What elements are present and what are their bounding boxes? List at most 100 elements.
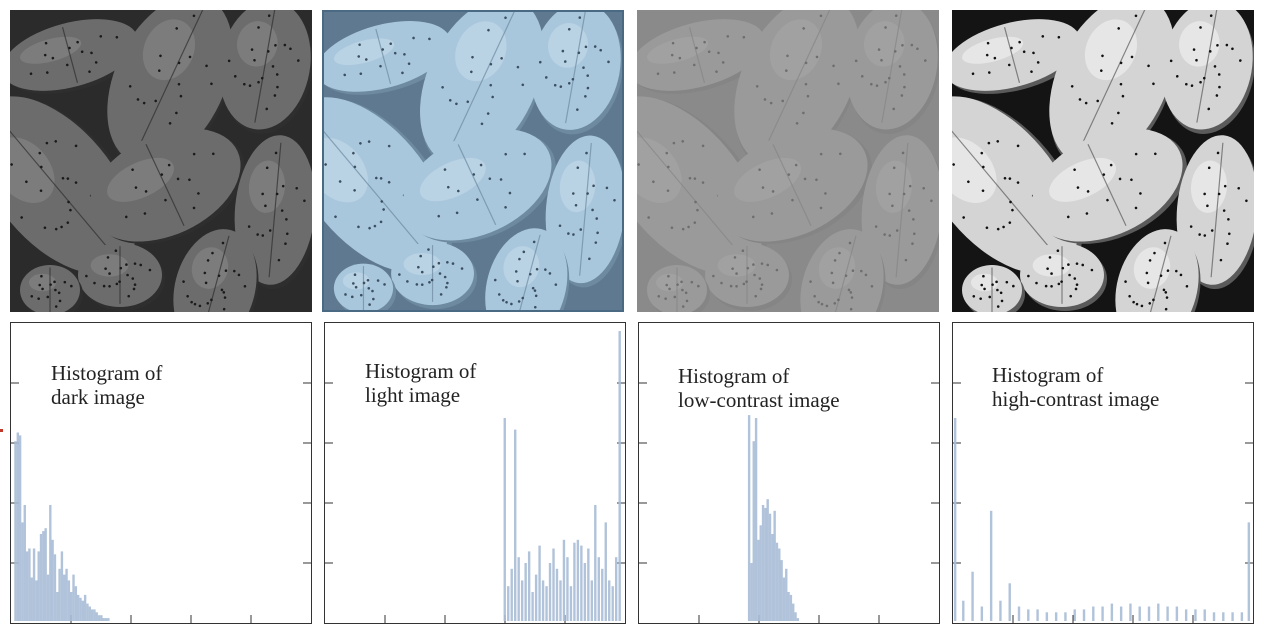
pollen-pore — [670, 53, 674, 57]
pollen-pore — [825, 304, 829, 308]
pollen-pore — [243, 82, 246, 86]
pollen-pore — [888, 192, 891, 196]
pollen-pore — [1213, 65, 1217, 68]
pollen-pore — [1162, 288, 1166, 292]
pollen-pore — [1121, 94, 1125, 98]
histogram-bar — [90, 609, 94, 621]
pollen-pore — [758, 277, 762, 280]
histogram-bar — [1092, 606, 1095, 621]
pollen-pore — [354, 285, 358, 289]
histogram-bar — [757, 539, 760, 621]
pollen-pore — [57, 291, 61, 295]
pollen-pore — [1075, 262, 1079, 265]
histogram-dark-title-line1: Histogram of — [51, 361, 163, 385]
pollen-pore — [529, 272, 532, 276]
pollen-pore — [971, 72, 975, 76]
pollen-pore — [884, 80, 887, 84]
pollen-pore — [1008, 177, 1012, 180]
pollen-pore — [40, 165, 43, 169]
pollen-pore — [1231, 47, 1234, 51]
pollen-grain-highlight — [547, 23, 589, 68]
pollen-pore — [281, 184, 285, 188]
pollen-pore — [466, 100, 470, 104]
pollen-pore — [206, 302, 210, 305]
pollen-pore — [1084, 101, 1088, 105]
pollen-pore — [591, 208, 594, 212]
pollen-pore — [888, 234, 892, 237]
pollen-grain — [637, 19, 770, 94]
pollen-pore — [516, 65, 520, 69]
pollen-grain — [962, 265, 1025, 312]
histogram-bar — [1157, 603, 1160, 621]
pollen-grain-furrow — [135, 10, 205, 154]
histogram-bar — [1203, 609, 1206, 621]
pollen-pore — [206, 259, 210, 262]
pollen-pore — [962, 216, 965, 219]
pollen-pore — [227, 59, 231, 63]
pollen-pore — [85, 274, 88, 278]
pollen-grain-furrow — [457, 144, 497, 226]
pollen-pore — [367, 140, 371, 143]
low-contrast-image — [637, 10, 939, 312]
histogram-bar — [785, 568, 788, 621]
pollen-pore — [499, 178, 503, 181]
high-contrast-image — [952, 10, 1254, 312]
pollen-pore — [407, 62, 411, 66]
pollen-pore — [504, 16, 507, 20]
dark-image-svg — [10, 10, 312, 312]
pollen-pore — [382, 208, 385, 211]
pollen-grain-furrow — [881, 10, 903, 123]
pollen-pore — [237, 273, 241, 277]
histogram-bar — [76, 594, 80, 621]
pollen-grain — [324, 97, 454, 274]
pollen-pore — [729, 284, 733, 288]
pollen-pore — [864, 273, 868, 277]
pollen-pore — [1208, 50, 1212, 53]
histogram-bar — [566, 557, 569, 621]
histogram-bar — [754, 418, 758, 621]
histogram-bar — [594, 505, 597, 621]
pollen-pore — [359, 293, 363, 297]
pollen-pore — [754, 294, 758, 298]
pollen-pore — [521, 83, 525, 87]
pollen-pore — [222, 291, 226, 294]
pollen-pore — [838, 251, 841, 255]
pollen-pore — [1164, 291, 1168, 294]
pollen-grain — [1161, 10, 1254, 134]
histogram-bar — [28, 548, 31, 621]
pollen-grain — [545, 135, 622, 288]
pollen-pore — [761, 186, 765, 189]
pollen-pore — [576, 108, 579, 111]
pollen-pore — [80, 50, 84, 54]
histogram-light-plot — [325, 331, 625, 623]
histogram-bar — [759, 525, 762, 621]
pollen-pore — [1069, 294, 1073, 298]
pollen-pore — [875, 84, 879, 87]
pollen-grain — [107, 10, 234, 170]
pollen-grain — [952, 96, 1083, 275]
pollen-pore — [1202, 76, 1206, 80]
histogram-high-contrast: Histogram of high-contrast image — [952, 322, 1254, 624]
pollen-pore — [665, 151, 669, 155]
light-image-svg — [324, 12, 622, 310]
pollen-pore — [1000, 299, 1004, 303]
pollen-pore — [104, 267, 107, 270]
pollen-pore — [224, 269, 228, 272]
pollen-pore — [383, 283, 386, 286]
pollen-pore — [144, 190, 148, 193]
pollen-pore — [379, 64, 382, 68]
histogram-bar — [545, 586, 548, 621]
pollen-pore — [751, 215, 755, 219]
pollen-pore — [133, 283, 137, 286]
pollen-pore — [510, 302, 513, 306]
pollen-pore — [1106, 198, 1109, 202]
histogram-bar — [1017, 606, 1021, 621]
pollen-pore — [1185, 82, 1188, 86]
histogram-high-contrast-title: Histogram of high-contrast image — [992, 363, 1159, 411]
pollen-pore — [487, 28, 490, 32]
pollen-grain-furrow — [1077, 10, 1147, 154]
pollen-pore — [338, 180, 342, 183]
pollen-pore — [666, 189, 670, 193]
pollen-pore — [460, 267, 464, 270]
pollen-pore — [786, 54, 789, 58]
